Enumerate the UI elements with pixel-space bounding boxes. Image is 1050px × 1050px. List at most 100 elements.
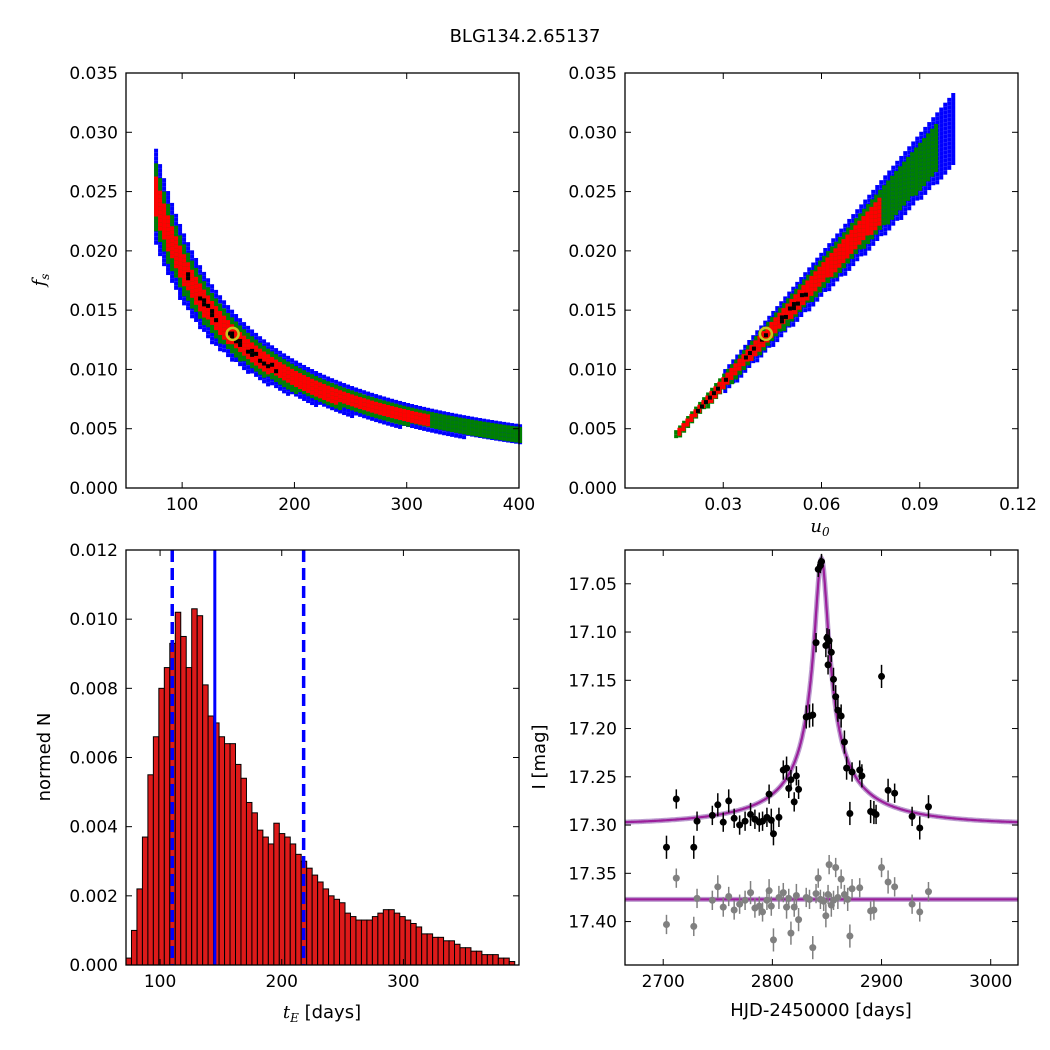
posterior-cell: [947, 130, 951, 134]
posterior-cell: [254, 373, 258, 377]
posterior-cell: [939, 108, 943, 112]
posterior-cell: [262, 362, 266, 366]
posterior-cell: [166, 256, 170, 260]
posterior-cell: [943, 135, 947, 139]
posterior-cell: [890, 204, 894, 208]
posterior-cell: [274, 364, 278, 368]
posterior-cell: [194, 258, 198, 262]
posterior-cell: [482, 422, 486, 426]
posterior-cell: [843, 268, 847, 272]
posterior-cell: [222, 316, 226, 320]
posterior-cell: [166, 267, 170, 271]
posterior-cell: [887, 226, 891, 230]
posterior-cell: [930, 153, 934, 157]
posterior-cell: [831, 238, 835, 242]
posterior-cell: [370, 397, 374, 401]
posterior-cell: [482, 430, 486, 434]
posterior-cell: [250, 329, 254, 333]
posterior-cell: [290, 358, 294, 362]
posterior-cell: [934, 144, 938, 148]
posterior-cell: [406, 414, 410, 418]
posterior-cell: [502, 425, 506, 429]
posterior-cell: [254, 340, 258, 344]
posterior-cell: [338, 406, 342, 410]
posterior-cell: [154, 209, 158, 213]
histogram-bar: [246, 802, 251, 965]
posterior-cell: [434, 425, 438, 429]
posterior-cell: [898, 198, 902, 202]
posterior-cell: [218, 319, 222, 323]
panel-fs-vs-te-ytick-label: 0.010: [69, 360, 118, 380]
posterior-cell: [833, 256, 837, 260]
posterior-cell: [882, 221, 886, 225]
posterior-cell: [910, 156, 914, 160]
posterior-cell: [934, 156, 938, 160]
posterior-cell: [218, 308, 222, 312]
histogram-bar: [433, 937, 438, 965]
histogram-bar: [137, 889, 142, 965]
posterior-cell: [853, 229, 857, 233]
posterior-cell: [910, 184, 914, 188]
panel-fs-vs-u0-ytick-label: 0.030: [568, 123, 617, 143]
posterior-cell: [442, 415, 446, 419]
posterior-cell: [866, 240, 870, 244]
posterior-cell: [943, 155, 947, 159]
posterior-cell: [890, 188, 894, 192]
posterior-cell: [869, 227, 873, 231]
histogram-bar: [181, 636, 186, 965]
posterior-cell: [922, 178, 926, 182]
histogram-bar: [389, 910, 394, 965]
posterior-cell: [350, 410, 354, 414]
posterior-cell: [366, 416, 370, 420]
posterior-cell: [792, 302, 796, 306]
posterior-cell: [174, 236, 178, 240]
posterior-cell: [346, 385, 350, 389]
posterior-cell: [246, 370, 250, 374]
posterior-cell: [829, 253, 833, 257]
posterior-cell: [174, 248, 178, 252]
posterior-cell: [879, 232, 883, 236]
posterior-cell: [849, 230, 853, 234]
posterior-cell: [870, 235, 874, 239]
posterior-cell: [170, 263, 174, 267]
histogram-bar: [394, 913, 399, 965]
posterior-cell: [206, 291, 210, 295]
panel-fs-vs-te-ytick-label: 0.025: [69, 183, 118, 203]
data-point: [731, 815, 738, 822]
posterior-cell: [704, 400, 708, 404]
posterior-cell: [206, 295, 210, 299]
posterior-cell: [414, 405, 418, 409]
posterior-cell: [426, 418, 430, 422]
histogram-bar: [197, 616, 202, 965]
posterior-cell: [266, 382, 270, 386]
posterior-cell: [797, 290, 801, 294]
posterior-cell: [294, 366, 298, 370]
posterior-cell: [434, 413, 438, 417]
posterior-cell: [947, 98, 951, 102]
posterior-cell: [930, 133, 934, 137]
posterior-cell: [902, 178, 906, 182]
posterior-cell: [314, 376, 318, 380]
posterior-cell: [807, 307, 811, 311]
posterior-cell: [890, 192, 894, 196]
posterior-cell: [158, 244, 162, 248]
posterior-cell: [478, 433, 482, 437]
posterior-cell: [310, 369, 314, 373]
posterior-cell: [930, 137, 934, 141]
posterior-cell: [242, 348, 246, 352]
posterior-cell: [394, 404, 398, 408]
posterior-cell: [178, 270, 182, 274]
posterior-cell: [270, 381, 274, 385]
posterior-cell: [458, 422, 462, 426]
posterior-cell: [899, 156, 903, 160]
posterior-cell: [218, 315, 222, 319]
posterior-cell: [338, 398, 342, 402]
histogram-bar: [153, 737, 158, 965]
posterior-cell: [286, 362, 290, 366]
posterior-cell: [458, 426, 462, 430]
posterior-cell: [198, 269, 202, 273]
posterior-cell: [166, 219, 170, 223]
residual-point: [785, 895, 792, 902]
posterior-cell: [869, 215, 873, 219]
histogram-bar: [164, 668, 169, 965]
